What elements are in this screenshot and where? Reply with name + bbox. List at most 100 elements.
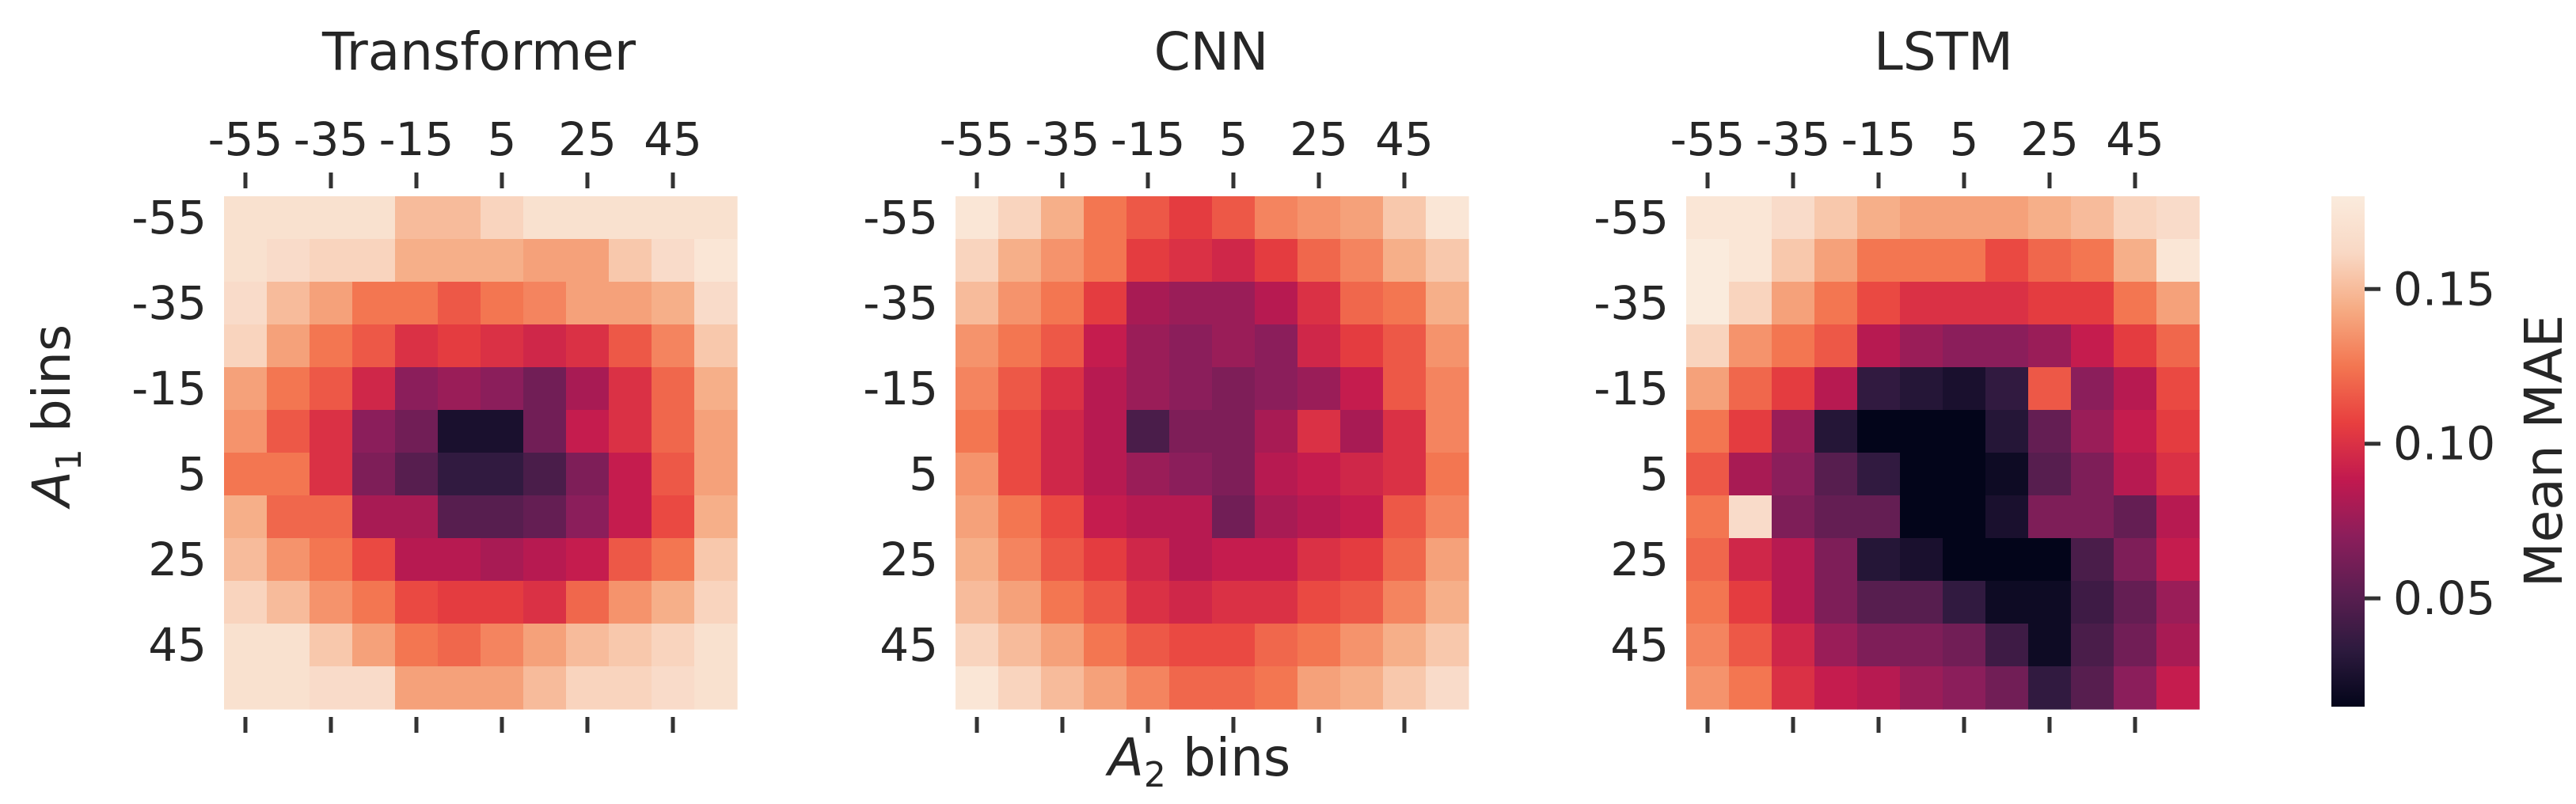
heatmap-cell	[1686, 239, 1730, 283]
heatmap-cell	[1212, 239, 1256, 283]
colorbar-tick-label: 0.15	[2393, 262, 2495, 316]
transformer-title: Transformer	[321, 21, 636, 82]
heatmap-cell	[1169, 282, 1213, 325]
heatmap-cell	[1255, 495, 1298, 539]
heatmap-cell	[1383, 239, 1427, 283]
heatmap-cell	[652, 581, 695, 624]
heatmap-cell	[1255, 581, 1298, 624]
heatmap-cell	[998, 367, 1042, 411]
heatmap-cell	[1729, 666, 1772, 710]
heatmap-cell	[1383, 624, 1427, 667]
heatmap-cell	[998, 453, 1042, 496]
heatmap-cell	[1426, 282, 1469, 325]
heatmap-cell	[694, 239, 738, 283]
heatmap-cell	[956, 581, 999, 624]
heatmap-cell	[267, 581, 310, 624]
heatmap-cell	[2028, 538, 2072, 582]
heatmap-cell	[1084, 666, 1127, 710]
heatmap-cell	[652, 453, 695, 496]
heatmap-cell	[1383, 453, 1427, 496]
heatmap-cell	[2156, 196, 2200, 240]
lstm-y-ticks: -55 -35 -15 5 25 45	[1594, 191, 1669, 672]
heatmap-cell	[310, 624, 353, 667]
heatmap-cell	[2156, 282, 2200, 325]
heatmap-cell	[1127, 453, 1170, 496]
heatmap-cell	[1729, 282, 1772, 325]
cnn-cells	[956, 196, 1469, 710]
heatmap-cell	[1041, 239, 1085, 283]
heatmap-cell	[998, 196, 1042, 240]
x-tick-label: 5	[488, 112, 517, 166]
heatmap-cell	[395, 196, 439, 240]
heatmap-cell	[523, 239, 567, 283]
heatmap-cell	[694, 495, 738, 539]
transformer-x-ticks: -55 -35 -15 5 25 45	[208, 112, 702, 733]
heatmap-cell	[523, 367, 567, 411]
heatmap-cell	[2114, 581, 2157, 624]
heatmap-cell	[1127, 239, 1170, 283]
y-axis-label-suffix: bins	[21, 324, 82, 449]
heatmap-cell	[224, 666, 268, 710]
heatmap-cell	[224, 581, 268, 624]
colorbar: 0.05 0.10 0.15 Mean MAE	[2331, 196, 2574, 707]
heatmap-cell	[609, 453, 652, 496]
heatmap-cell	[1169, 196, 1213, 240]
heatmap-cell	[566, 196, 610, 240]
heatmap-cell	[2028, 453, 2072, 496]
heatmap-cell	[1340, 324, 1384, 368]
heatmap-cell	[310, 666, 353, 710]
heatmap-cell	[523, 324, 567, 368]
heatmap-cell	[1772, 538, 1815, 582]
heatmap-cell	[352, 538, 396, 582]
heatmap-cell	[395, 538, 439, 582]
heatmap-cell	[1857, 196, 1901, 240]
heatmap-cell	[652, 410, 695, 453]
heatmap-cell	[1729, 367, 1772, 411]
heatmap-cell	[566, 666, 610, 710]
heatmap-cell	[1212, 410, 1256, 453]
heatmap-cell	[1255, 324, 1298, 368]
heatmap-cell	[1426, 239, 1469, 283]
heatmap-cell	[1084, 196, 1127, 240]
x-tick-label: 45	[644, 112, 702, 166]
colorbar-gradient	[2331, 196, 2365, 707]
heatmap-cell	[2156, 367, 2200, 411]
heatmap-cell	[1772, 282, 1815, 325]
heatmap-cell	[1255, 624, 1298, 667]
heatmap-cell	[2114, 495, 2157, 539]
heatmap-cell	[523, 538, 567, 582]
heatmap-cell	[2114, 367, 2157, 411]
heatmap-cell	[352, 495, 396, 539]
heatmap-cell	[956, 367, 999, 411]
heatmap-cell	[1985, 538, 2029, 582]
heatmap-cell	[310, 239, 353, 283]
heatmap-cell	[652, 196, 695, 240]
heatmap-cell	[1340, 581, 1384, 624]
x-tick-label: -55	[1670, 112, 1746, 166]
heatmap-cell	[1127, 538, 1170, 582]
heatmap-cell	[1900, 324, 1943, 368]
x-tick-label: 25	[2020, 112, 2079, 166]
heatmap-cell	[1297, 624, 1341, 667]
heatmap-cell	[438, 666, 481, 710]
heatmap-cell	[652, 624, 695, 667]
heatmap-cell	[1041, 581, 1085, 624]
heatmap-cell	[2071, 196, 2114, 240]
transformer-heatmap-panel: Transformer -55 -35 -15 5 25 45 -55-35-155254…	[131, 21, 738, 733]
heatmap-cell	[1729, 495, 1772, 539]
heatmap-cell	[352, 666, 396, 710]
heatmap-cell	[523, 282, 567, 325]
heatmap-cell	[481, 196, 524, 240]
heatmap-cell	[224, 453, 268, 496]
heatmap-cell	[267, 624, 310, 667]
heatmap-cell	[224, 239, 268, 283]
heatmap-cell	[1340, 624, 1384, 667]
heatmap-cell	[1772, 410, 1815, 453]
heatmap-cell	[956, 282, 999, 325]
x-tick-label: -15	[1841, 112, 1917, 166]
heatmap-cell	[481, 239, 524, 283]
heatmap-cell	[1814, 367, 1858, 411]
transformer-cells	[224, 196, 738, 710]
colorbar-tick-label: 0.05	[2393, 571, 2495, 625]
heatmap-cell	[310, 367, 353, 411]
